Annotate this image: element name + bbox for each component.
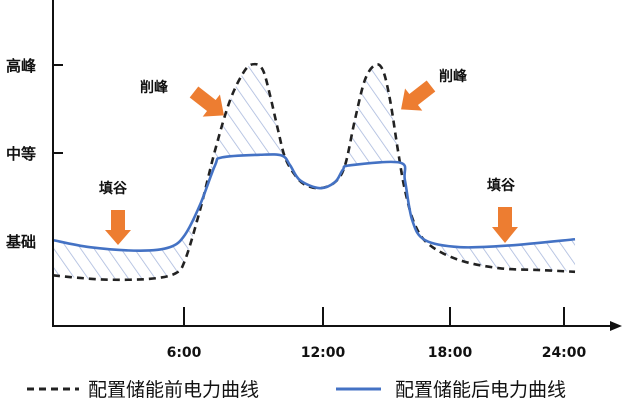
y-tick-label: 基础 [5, 233, 36, 251]
annotation-label: 填谷 [99, 180, 128, 197]
annotation-fill-valley-left: 填谷 [99, 180, 131, 245]
orange-arrow-down-left-icon [401, 80, 436, 111]
x-axis-arrowhead [610, 321, 622, 331]
series-line-after-storage [52, 153, 576, 252]
annotation-label: 削峰 [439, 68, 468, 85]
orange-arrow-down-icon [105, 210, 131, 245]
x-tick-label: 18:00 [428, 345, 473, 361]
x-tick-label: 6:00 [167, 345, 202, 361]
legend-label-before: 配置储能前电力曲线 [88, 379, 259, 401]
hatched-difference-area [53, 64, 576, 280]
y-tick-label: 高峰 [6, 57, 37, 75]
x-tick-label: 24:00 [542, 345, 587, 361]
annotation-label: 削峰 [140, 79, 169, 96]
annotation-label: 填谷 [487, 177, 516, 194]
annotation-fill-valley-right: 填谷 [487, 177, 518, 243]
annotation-peak-shaving-left: 削峰 [140, 79, 224, 117]
legend: 配置储能前电力曲线 配置储能后电力曲线 [27, 379, 566, 401]
orange-arrow-down-icon [492, 207, 518, 243]
annotation-peak-shaving-right: 削峰 [401, 68, 468, 111]
y-tick-label: 中等 [6, 145, 36, 163]
orange-arrow-down-right-icon [189, 86, 224, 117]
x-tick-label: 12:00 [301, 345, 346, 361]
legend-label-after: 配置储能后电力曲线 [395, 379, 566, 401]
